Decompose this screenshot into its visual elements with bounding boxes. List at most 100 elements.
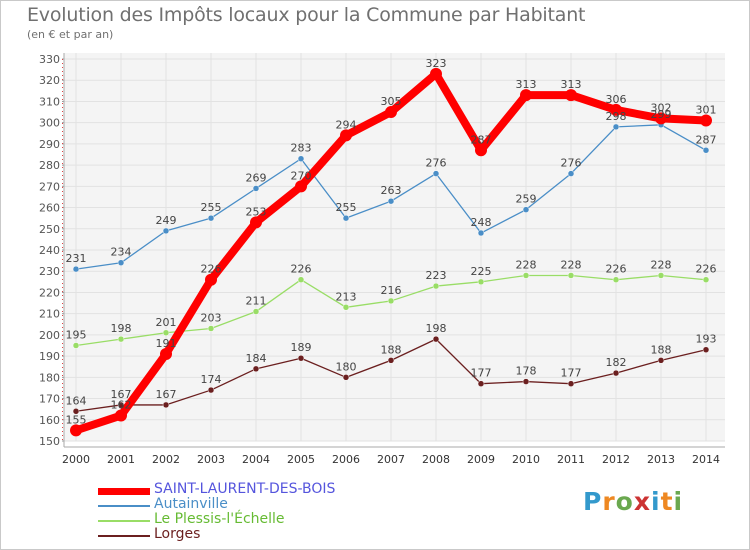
data-point-le-plessis-l-echelle bbox=[612, 276, 620, 283]
y-axis-mark bbox=[62, 79, 63, 80]
data-label-lorges: 184 bbox=[246, 352, 267, 365]
data-point-lorges bbox=[207, 386, 215, 394]
data-label-lorges: 182 bbox=[606, 356, 627, 369]
legend-swatch-lorges bbox=[98, 535, 150, 537]
data-label-lorges: 193 bbox=[696, 333, 717, 346]
y-axis-mark bbox=[62, 151, 63, 152]
plot-background bbox=[64, 53, 725, 441]
y-axis-mark bbox=[62, 135, 63, 136]
y-axis-mark bbox=[62, 431, 63, 432]
y-tick-label: 180 bbox=[39, 371, 60, 384]
data-label-autainville: 234 bbox=[111, 246, 132, 259]
y-axis-mark bbox=[62, 139, 63, 140]
y-axis-mark bbox=[62, 127, 63, 128]
y-tick-label: 330 bbox=[39, 53, 60, 66]
data-labels: 164 167 167 174 184 189 180 188 198 177 178 177 182 1… bbox=[66, 57, 717, 427]
y-axis-mark bbox=[62, 159, 63, 160]
y-axis-mark bbox=[62, 311, 63, 312]
data-label-lorges: 167 bbox=[111, 388, 132, 401]
data-label-saint-laurent-des-bois: 323 bbox=[426, 57, 447, 70]
data-point-autainville bbox=[297, 155, 305, 162]
x-tick-label: 2001 bbox=[107, 453, 135, 466]
series-lines bbox=[70, 67, 712, 437]
data-label-saint-laurent-des-bois: 226 bbox=[201, 263, 222, 276]
data-label-autainville: 276 bbox=[561, 157, 582, 170]
data-point-saint-laurent-des-bois bbox=[385, 106, 397, 119]
data-point-autainville bbox=[612, 123, 620, 131]
data-label-autainville: 276 bbox=[426, 157, 447, 170]
y-axis-mark bbox=[62, 407, 63, 408]
data-label-le-plessis-l-echelle: 228 bbox=[651, 258, 672, 271]
y-axis-mark bbox=[62, 395, 63, 396]
y-axis-mark bbox=[62, 107, 63, 108]
y-axis-mark bbox=[62, 287, 63, 288]
data-point-saint-laurent-des-bois bbox=[610, 103, 622, 116]
data-point-saint-laurent-des-bois bbox=[430, 67, 442, 80]
y-axis-mark bbox=[62, 179, 63, 180]
y-axis-mark bbox=[62, 227, 63, 228]
grid bbox=[64, 53, 725, 442]
y-axis-mark bbox=[62, 351, 63, 352]
y-axis-mark bbox=[62, 375, 63, 376]
data-point-lorges bbox=[477, 380, 485, 387]
data-label-saint-laurent-des-bois: 306 bbox=[606, 93, 627, 106]
y-axis-mark bbox=[62, 439, 63, 440]
data-point-lorges bbox=[252, 365, 260, 373]
logo-letter: t bbox=[660, 487, 674, 516]
x-tick-label: 2003 bbox=[197, 453, 225, 466]
y-axis-mark bbox=[62, 71, 63, 72]
data-label-le-plessis-l-echelle: 225 bbox=[471, 265, 492, 278]
y-tick-label: 240 bbox=[39, 244, 60, 257]
data-label-saint-laurent-des-bois: 313 bbox=[516, 78, 537, 91]
data-label-le-plessis-l-echelle: 213 bbox=[336, 290, 357, 303]
y-axis-mark bbox=[62, 191, 63, 192]
data-label-lorges: 177 bbox=[561, 367, 582, 380]
data-point-autainville bbox=[432, 170, 440, 177]
data-label-saint-laurent-des-bois: 294 bbox=[336, 118, 357, 131]
data-label-lorges: 180 bbox=[336, 360, 357, 373]
y-axis-mark bbox=[62, 271, 63, 272]
y-axis-mark bbox=[62, 343, 63, 344]
data-point-le-plessis-l-echelle bbox=[72, 342, 80, 349]
y-axis-mark bbox=[62, 295, 63, 296]
y-axis-mark bbox=[62, 399, 63, 400]
data-point-saint-laurent-des-bois bbox=[655, 112, 667, 125]
y-axis-mark bbox=[62, 183, 63, 184]
y-axis-mark bbox=[62, 99, 63, 100]
data-point-autainville bbox=[72, 265, 80, 273]
y-tick-label: 160 bbox=[39, 414, 60, 427]
data-point-le-plessis-l-echelle bbox=[657, 272, 665, 279]
data-label-le-plessis-l-echelle: 203 bbox=[201, 312, 222, 325]
y-axis-mark bbox=[62, 115, 63, 116]
x-tick-label: 2004 bbox=[242, 453, 270, 466]
y-axis-mark bbox=[62, 379, 63, 380]
y-tick-label: 320 bbox=[39, 74, 60, 87]
data-label-saint-laurent-des-bois: 313 bbox=[561, 78, 582, 91]
x-tick-label: 2010 bbox=[512, 453, 540, 466]
x-tick-label: 2013 bbox=[647, 453, 675, 466]
data-label-le-plessis-l-echelle: 201 bbox=[156, 316, 177, 329]
data-label-autainville: 299 bbox=[651, 108, 672, 121]
data-point-saint-laurent-des-bois bbox=[70, 424, 82, 437]
legend-label-lorges: Lorges bbox=[154, 526, 201, 542]
data-point-saint-laurent-des-bois bbox=[205, 273, 217, 286]
y-axis-mark bbox=[62, 155, 63, 156]
data-label-saint-laurent-des-bois: 270 bbox=[291, 169, 312, 182]
y-axis-mark bbox=[62, 335, 63, 336]
data-label-lorges: 174 bbox=[201, 373, 222, 386]
x-tick-label: 2006 bbox=[332, 453, 360, 466]
data-point-le-plessis-l-echelle bbox=[522, 272, 530, 279]
data-point-le-plessis-l-echelle bbox=[387, 297, 395, 305]
data-point-le-plessis-l-echelle bbox=[252, 308, 260, 315]
data-point-le-plessis-l-echelle bbox=[117, 335, 125, 343]
y-axis-mark bbox=[62, 187, 63, 188]
y-tick-label: 300 bbox=[39, 117, 60, 130]
x-tick-label: 2014 bbox=[692, 453, 720, 466]
y-axis-mark bbox=[62, 267, 63, 268]
logo-letter: P bbox=[583, 487, 603, 516]
data-point-le-plessis-l-echelle bbox=[702, 276, 710, 283]
data-label-le-plessis-l-echelle: 198 bbox=[111, 322, 132, 335]
y-axis-mark bbox=[62, 331, 63, 332]
y-tick-label: 210 bbox=[39, 308, 60, 321]
data-point-lorges bbox=[297, 354, 305, 362]
